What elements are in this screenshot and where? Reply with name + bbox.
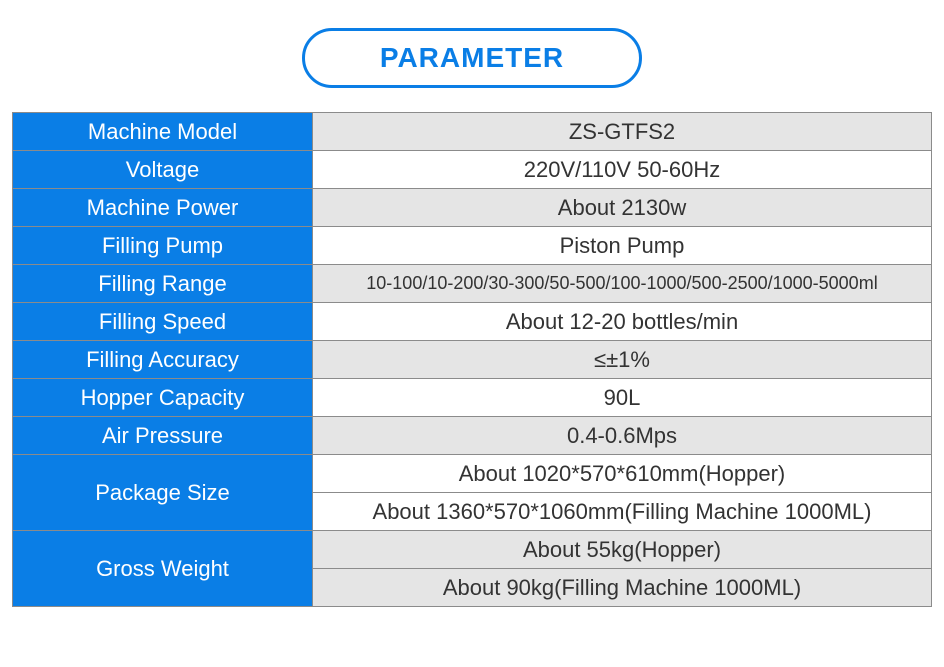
row-value: 0.4-0.6Mps bbox=[313, 417, 932, 455]
row-label: Package Size bbox=[13, 455, 313, 531]
row-label: Filling Accuracy bbox=[13, 341, 313, 379]
row-value: ≤±1% bbox=[313, 341, 932, 379]
row-label: Air Pressure bbox=[13, 417, 313, 455]
table-row: Filling SpeedAbout 12-20 bottles/min bbox=[13, 303, 932, 341]
parameter-table-body: Machine ModelZS-GTFS2Voltage220V/110V 50… bbox=[13, 113, 932, 607]
row-value: About 1360*570*1060mm(Filling Machine 10… bbox=[313, 493, 932, 531]
table-row: Package SizeAbout 1020*570*610mm(Hopper) bbox=[13, 455, 932, 493]
table-row: Air Pressure0.4-0.6Mps bbox=[13, 417, 932, 455]
row-label: Gross Weight bbox=[13, 531, 313, 607]
row-value: About 55kg(Hopper) bbox=[313, 531, 932, 569]
row-value: 220V/110V 50-60Hz bbox=[313, 151, 932, 189]
row-value: ZS-GTFS2 bbox=[313, 113, 932, 151]
table-row: Machine ModelZS-GTFS2 bbox=[13, 113, 932, 151]
row-value: 10-100/10-200/30-300/50-500/100-1000/500… bbox=[313, 265, 932, 303]
row-value: About 1020*570*610mm(Hopper) bbox=[313, 455, 932, 493]
row-label: Machine Power bbox=[13, 189, 313, 227]
row-label: Filling Range bbox=[13, 265, 313, 303]
table-row: Voltage220V/110V 50-60Hz bbox=[13, 151, 932, 189]
row-value: 90L bbox=[313, 379, 932, 417]
row-label: Filling Pump bbox=[13, 227, 313, 265]
table-row: Filling Accuracy≤±1% bbox=[13, 341, 932, 379]
row-value: Piston Pump bbox=[313, 227, 932, 265]
table-row: Filling PumpPiston Pump bbox=[13, 227, 932, 265]
table-row: Machine PowerAbout 2130w bbox=[13, 189, 932, 227]
title-pill: PARAMETER bbox=[302, 28, 642, 88]
title-text: PARAMETER bbox=[380, 42, 564, 74]
row-value: About 2130w bbox=[313, 189, 932, 227]
table-row: Hopper Capacity90L bbox=[13, 379, 932, 417]
table-row: Filling Range10-100/10-200/30-300/50-500… bbox=[13, 265, 932, 303]
row-value: About 12-20 bottles/min bbox=[313, 303, 932, 341]
row-label: Voltage bbox=[13, 151, 313, 189]
parameter-table: Machine ModelZS-GTFS2Voltage220V/110V 50… bbox=[12, 112, 932, 607]
row-label: Filling Speed bbox=[13, 303, 313, 341]
table-row: Gross WeightAbout 55kg(Hopper) bbox=[13, 531, 932, 569]
row-label: Machine Model bbox=[13, 113, 313, 151]
row-label: Hopper Capacity bbox=[13, 379, 313, 417]
row-value: About 90kg(Filling Machine 1000ML) bbox=[313, 569, 932, 607]
